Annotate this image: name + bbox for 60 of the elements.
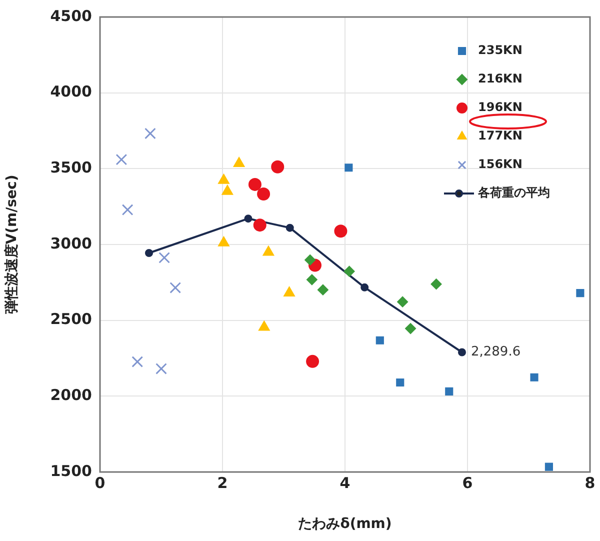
- point: [122, 204, 134, 216]
- point: [530, 373, 538, 382]
- legend-label: 196KN: [478, 100, 522, 114]
- point: [158, 252, 170, 264]
- point: [170, 282, 182, 294]
- x-tick-label: 6: [462, 474, 473, 492]
- point: [344, 266, 355, 277]
- y-tick-label: 2500: [50, 310, 92, 328]
- point: [248, 178, 262, 191]
- point: [576, 289, 584, 298]
- point: [233, 157, 245, 168]
- point: [306, 354, 320, 368]
- legend-label: 177KN: [478, 128, 522, 143]
- point: [258, 320, 270, 331]
- point: [304, 254, 316, 266]
- point: [145, 248, 153, 257]
- point: [218, 174, 230, 184]
- point: [344, 164, 353, 172]
- point: [544, 462, 553, 471]
- point: [405, 323, 416, 334]
- point: [334, 224, 348, 238]
- point: [445, 387, 454, 396]
- x-tick-label: 8: [584, 474, 596, 492]
- point: [284, 286, 295, 297]
- point: [253, 218, 266, 232]
- y-axis-title: 弾性波速度V(m/sec): [3, 174, 20, 314]
- legend-label: 各荷重の平均: [477, 186, 550, 200]
- point: [317, 284, 328, 296]
- x-axis-title: たわみδ(mm): [298, 516, 392, 532]
- point: [156, 363, 167, 374]
- point: [132, 356, 144, 368]
- point: [271, 160, 284, 174]
- point: [144, 128, 156, 140]
- point: [430, 278, 442, 290]
- point: [262, 246, 274, 256]
- legend-label: 235KN: [478, 43, 522, 58]
- point: [397, 296, 408, 308]
- point: [218, 236, 230, 246]
- y-tick-label: 3000: [50, 234, 92, 252]
- point: [376, 336, 384, 344]
- y-tick-label: 3500: [50, 158, 92, 177]
- point: [306, 274, 318, 286]
- point: [244, 214, 252, 223]
- y-tick-label: 2000: [50, 386, 92, 404]
- legend-label: 216KN: [478, 72, 522, 86]
- y-tick-label: 4000: [50, 82, 92, 101]
- point: [222, 184, 234, 195]
- point: [257, 187, 270, 200]
- x-tick-label: 2: [217, 474, 228, 492]
- point: [360, 283, 369, 292]
- y-tick-label: 4500: [50, 6, 92, 25]
- point: [116, 154, 128, 166]
- point: [286, 224, 294, 232]
- legend-label: 156KN: [478, 157, 522, 172]
- y-tick-label: 1500: [50, 462, 92, 480]
- annotation: 2,289.6: [470, 344, 521, 360]
- x-tick-label: 4: [340, 474, 350, 492]
- point: [458, 348, 466, 356]
- point: [396, 378, 404, 387]
- x-tick-label: 0: [94, 474, 106, 492]
